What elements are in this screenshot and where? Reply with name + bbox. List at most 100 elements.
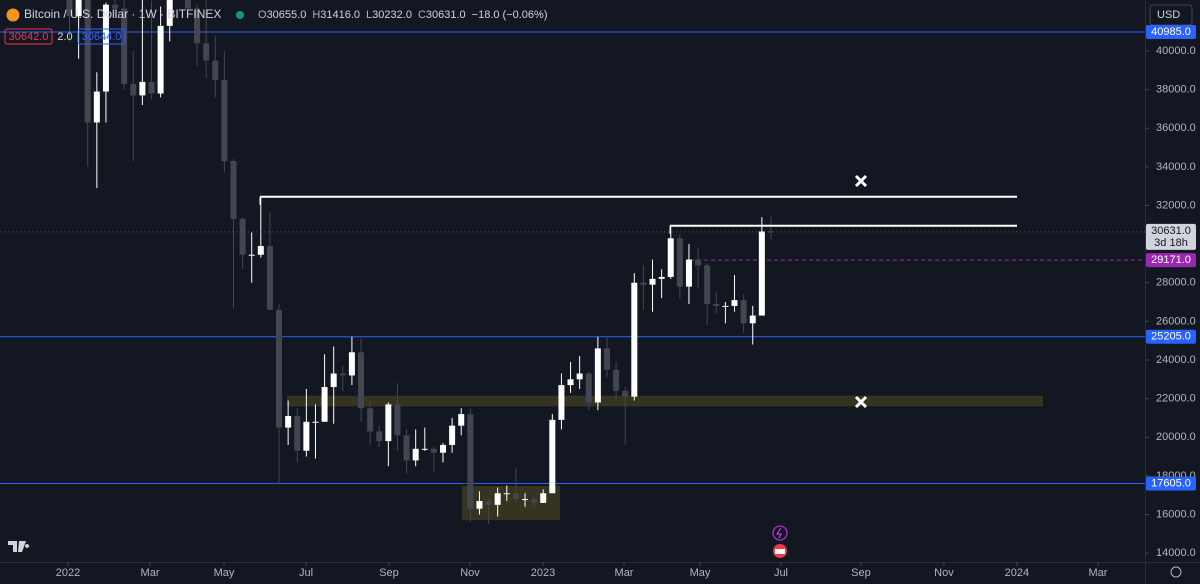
candle-body bbox=[603, 348, 610, 370]
candle-body bbox=[412, 448, 419, 461]
ohlc-value: 30631.0 bbox=[426, 9, 466, 21]
x-marker bbox=[854, 174, 868, 188]
candle-body bbox=[540, 493, 547, 503]
candle-body bbox=[367, 408, 374, 432]
candle-body bbox=[93, 91, 100, 123]
candle-body bbox=[66, 0, 73, 17]
x-tick-label: Sep bbox=[379, 567, 399, 579]
candle-body bbox=[339, 373, 346, 376]
y-tick-label: 16000.0 bbox=[1156, 508, 1196, 520]
x-tick-label: Mar bbox=[615, 567, 634, 579]
candle-body bbox=[767, 231, 774, 233]
candle-body bbox=[348, 352, 355, 376]
candle-body bbox=[166, 0, 173, 26]
legend: Bitcoin / U.S. Dollar · 1W · BITFINEX O3… bbox=[4, 4, 1193, 45]
candle-body bbox=[622, 390, 629, 397]
candle-body bbox=[685, 259, 692, 287]
price-label-box bbox=[1146, 329, 1196, 344]
candle-body bbox=[139, 81, 146, 96]
candle-body bbox=[248, 254, 255, 256]
x-tick-label: Sep bbox=[851, 567, 871, 579]
y-tick-label: 26000.0 bbox=[1156, 315, 1196, 327]
candle-body bbox=[430, 448, 437, 453]
candle-body bbox=[385, 404, 392, 442]
ohlc-label: L bbox=[366, 9, 372, 21]
candle-body bbox=[394, 404, 401, 436]
candle-body bbox=[75, 0, 82, 17]
change: −18.0 (−0.06%) bbox=[472, 9, 548, 21]
candle-body bbox=[649, 278, 656, 285]
candle-body bbox=[740, 300, 747, 324]
price-axis: 14000.016000.018000.020000.022000.024000… bbox=[56, 24, 1196, 579]
candle-body bbox=[594, 348, 601, 403]
candle-body bbox=[230, 161, 237, 220]
price-label: 25205.0 bbox=[1151, 331, 1191, 343]
candle-body bbox=[102, 4, 109, 92]
event-icon-glyph bbox=[775, 549, 785, 554]
candle-body bbox=[558, 385, 565, 420]
candle-body bbox=[212, 60, 219, 80]
candle-body bbox=[704, 265, 711, 304]
candle-body bbox=[494, 493, 501, 505]
plot bbox=[0, 0, 1145, 525]
ohlc-label: C bbox=[418, 9, 426, 21]
x-tick-label: Nov bbox=[934, 567, 954, 579]
candle-body bbox=[449, 425, 456, 445]
ohlc-label: O bbox=[258, 9, 267, 21]
countdown: 3d 18h bbox=[1154, 237, 1188, 249]
y-tick-label: 38000.0 bbox=[1156, 84, 1196, 96]
y-tick-label: 14000.0 bbox=[1156, 547, 1196, 559]
candle-body bbox=[266, 246, 273, 310]
settings-icon[interactable] bbox=[1170, 566, 1182, 578]
candle-body bbox=[521, 499, 528, 501]
ohlc-label: H bbox=[312, 9, 320, 21]
candle-body bbox=[294, 415, 301, 451]
y-tick-label: 40000.0 bbox=[1156, 45, 1196, 57]
candle-body bbox=[121, 8, 128, 84]
market-status bbox=[236, 11, 244, 19]
candle-body bbox=[303, 421, 310, 451]
alert-label-box bbox=[1146, 253, 1196, 268]
candle-body bbox=[467, 414, 474, 509]
candle-body bbox=[376, 431, 383, 442]
price-label-box bbox=[1146, 24, 1196, 39]
currency: USD bbox=[1157, 9, 1180, 21]
candle-body bbox=[676, 238, 683, 287]
ohlc-value: 31416.0 bbox=[320, 9, 360, 21]
ask-box[interactable] bbox=[77, 28, 126, 45]
candle-body bbox=[321, 387, 328, 422]
last-price-box bbox=[1146, 223, 1196, 250]
bid-box[interactable] bbox=[4, 28, 53, 45]
y-tick-label: 34000.0 bbox=[1156, 161, 1196, 173]
candle-body bbox=[749, 315, 756, 324]
candle-body bbox=[695, 259, 702, 266]
candle-body bbox=[203, 43, 210, 61]
zone bbox=[287, 395, 1043, 407]
y-tick-label: 36000.0 bbox=[1156, 122, 1196, 134]
ask: 30644.0 bbox=[82, 31, 122, 43]
event-icon[interactable] bbox=[772, 525, 788, 541]
candle-body bbox=[458, 414, 465, 426]
spread: 2.0 bbox=[57, 31, 72, 43]
candle-body bbox=[312, 421, 319, 423]
candle-body bbox=[722, 305, 729, 307]
candle-body bbox=[276, 309, 283, 428]
bid: 30642.0 bbox=[9, 31, 49, 43]
symbol-title: Bitcoin / U.S. Dollar · 1W · BITFINEX bbox=[24, 7, 221, 21]
y-tick-label: 32000.0 bbox=[1156, 199, 1196, 211]
candle-body bbox=[512, 493, 519, 500]
candle-body bbox=[658, 276, 665, 279]
candle-body bbox=[758, 231, 765, 316]
candle-body bbox=[84, 0, 91, 123]
candle-body bbox=[667, 238, 674, 277]
candle-body bbox=[713, 303, 720, 306]
candle-body bbox=[157, 25, 164, 94]
y-tick-label: 22000.0 bbox=[1156, 393, 1196, 405]
y-tick-label: 28000.0 bbox=[1156, 277, 1196, 289]
symbol-icon bbox=[6, 8, 20, 22]
candle-body bbox=[358, 352, 365, 409]
candle-body bbox=[531, 499, 538, 503]
ohlc-value: 30655.0 bbox=[267, 9, 307, 21]
